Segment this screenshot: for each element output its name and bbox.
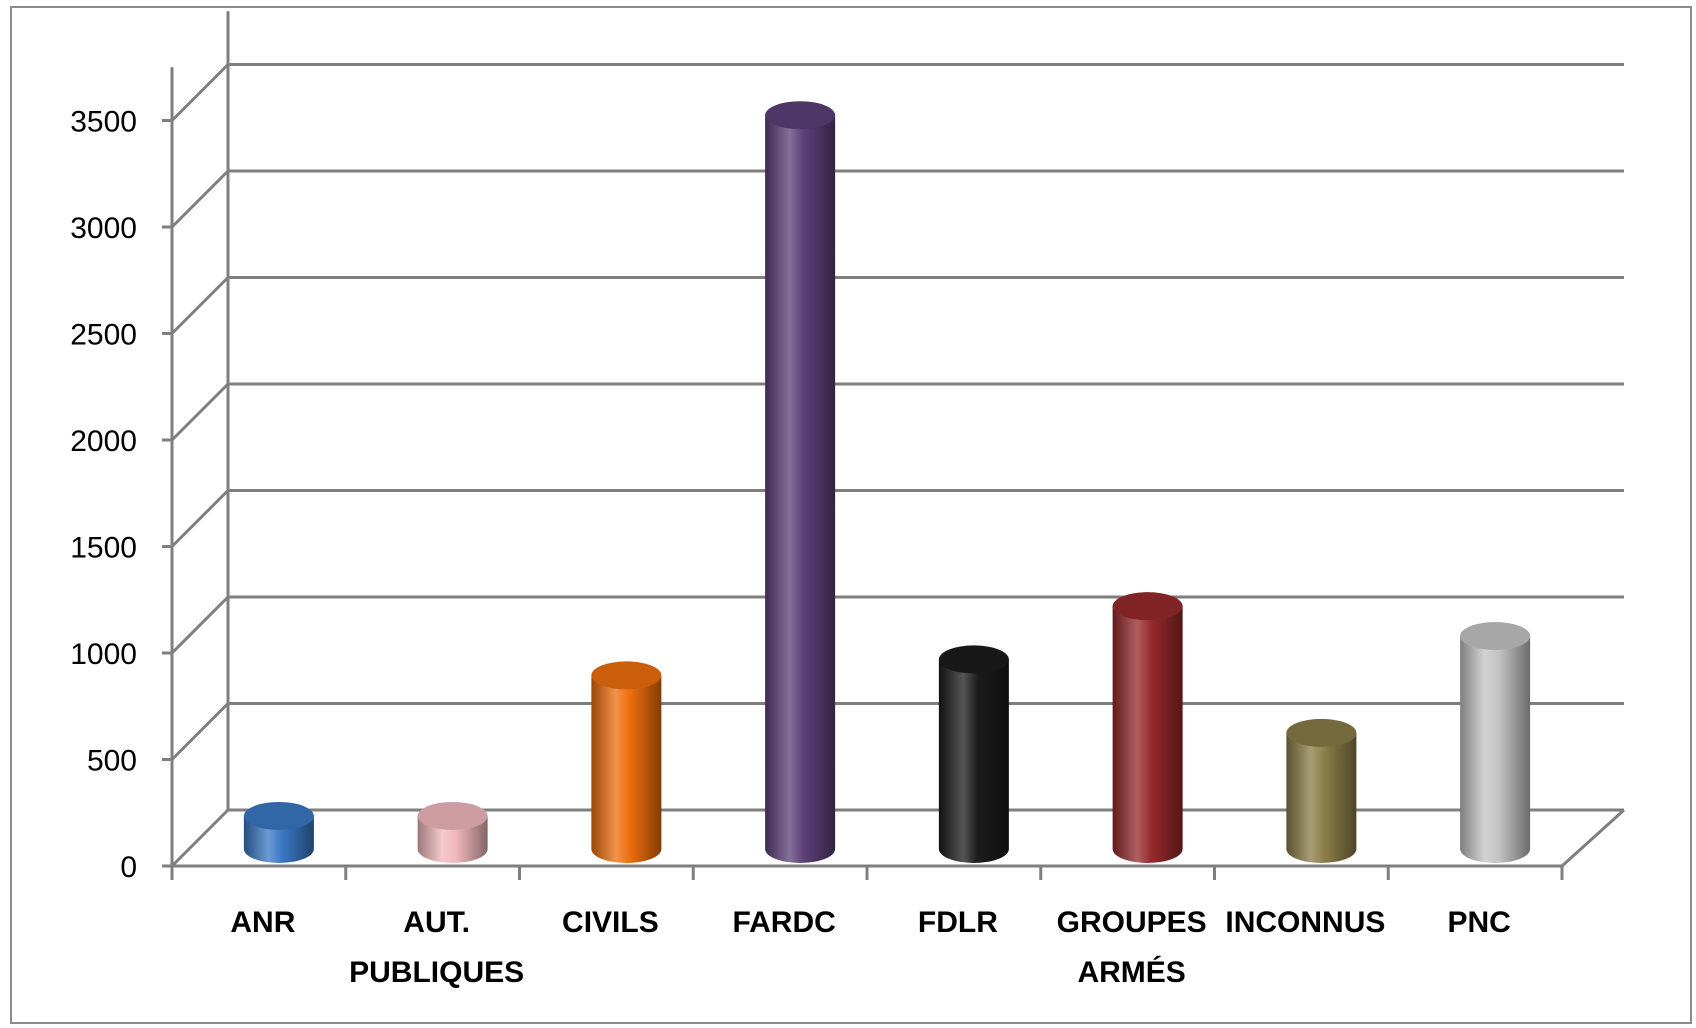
bar-top <box>591 661 662 690</box>
category-labels: ANR AUT. PUBLIQUES CIVILS FARDC FDLR GROUPES AR… <box>230 906 1510 989</box>
side-gridline <box>170 276 230 335</box>
gridlines <box>170 11 1626 868</box>
x-category-label: ARMÉS <box>1077 955 1185 989</box>
side-gridline <box>170 489 230 548</box>
bar-top <box>1286 718 1357 747</box>
x-category-label: FDLR <box>918 906 998 939</box>
bar-top <box>765 101 836 130</box>
bars <box>243 101 1531 864</box>
y-tick-label: 0 <box>120 851 137 884</box>
y-tick-label: 1500 <box>70 532 137 565</box>
side-gridline <box>170 808 230 868</box>
x-category-label: INCONNUS <box>1225 906 1385 939</box>
x-category-label: GROUPES <box>1057 906 1207 939</box>
bar-top <box>417 801 488 830</box>
side-gridline <box>170 63 230 122</box>
y-tick-labels: 0 500 1000 1500 2000 2500 3000 3500 <box>70 106 137 885</box>
x-category-label: PNC <box>1447 906 1510 939</box>
y-tick-label: 3500 <box>70 106 137 139</box>
y-tick-label: 2000 <box>70 425 137 458</box>
x-category-label: ANR <box>230 906 295 939</box>
y-tick-label: 3000 <box>70 212 137 245</box>
side-gridline <box>170 595 230 655</box>
side-gridline <box>170 382 230 442</box>
bar-top <box>243 801 314 830</box>
bar-top <box>1112 592 1183 621</box>
bar <box>1112 606 1183 864</box>
bar-top <box>938 645 1009 674</box>
bar <box>938 659 1009 864</box>
bar <box>765 115 836 864</box>
bar <box>1460 636 1531 864</box>
y-tick-label: 500 <box>87 745 137 778</box>
floor-right-edge <box>1560 808 1626 868</box>
x-category-label: FARDC <box>732 906 835 939</box>
x-category-label: PUBLIQUES <box>349 956 524 989</box>
axes <box>162 67 1564 880</box>
bar-top <box>1460 622 1531 650</box>
y-tick-label: 2500 <box>70 319 137 352</box>
bar <box>1286 732 1357 864</box>
bar <box>591 675 662 864</box>
y-tick-label: 1000 <box>70 638 137 671</box>
side-gridline <box>170 169 230 229</box>
x-category-label: CIVILS <box>562 906 659 939</box>
x-category-label: AUT. <box>403 906 470 939</box>
side-gridline <box>170 702 230 761</box>
